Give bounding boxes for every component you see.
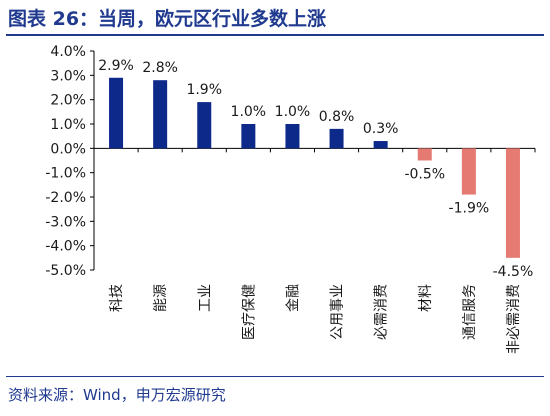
category-label: 公用事业: [330, 284, 346, 340]
category-label: 科技: [109, 284, 125, 312]
category-label: 金融: [285, 284, 301, 312]
y-tick-label: 4.0%: [50, 44, 86, 60]
category-label: 工业: [197, 284, 213, 312]
bar: [417, 148, 432, 161]
y-tick-label: -2.0%: [45, 190, 86, 206]
data-label: -0.5%: [404, 167, 445, 183]
axis-layer: 4.0% 3.0% 2.0% 1.0% 0.0% -1.0% -2.0% -3.0% -4.0%…: [45, 44, 536, 279]
label-layer: 2.9% 科技 2.8% 能源 1.9% 工业 1.0% 医疗保健 1.0% 金融 0.8% 公用事业…: [98, 58, 533, 354]
category-label: 医疗保健: [241, 284, 257, 340]
category-label: 材料: [418, 284, 434, 312]
data-label: 1.9%: [186, 82, 222, 98]
category-label: 通信服务: [462, 284, 478, 340]
data-label: 2.9%: [98, 58, 134, 74]
y-tick-label: -3.0%: [45, 214, 86, 230]
data-label: -1.9%: [449, 201, 490, 217]
y-tick-label: 3.0%: [50, 68, 86, 84]
category-label: 非必需消费: [506, 284, 522, 354]
bar-layer: [109, 77, 520, 258]
bar: [461, 148, 476, 195]
category-label: 必需消费: [374, 284, 390, 340]
y-tick-label: -5.0%: [45, 263, 86, 279]
data-label: 1.0%: [275, 104, 311, 120]
data-label: 2.8%: [142, 60, 178, 76]
title-underline: [6, 34, 544, 36]
bar: [197, 102, 212, 149]
bar: [373, 141, 388, 149]
data-label: -4.5%: [493, 264, 534, 280]
bar: [241, 124, 256, 149]
data-label: 0.8%: [319, 109, 355, 125]
bar: [153, 80, 168, 149]
y-tick-label: 2.0%: [50, 93, 86, 109]
bar: [505, 148, 520, 258]
y-tick-label: 0.0%: [50, 141, 86, 157]
data-label: 0.3%: [363, 121, 399, 137]
footer-divider: [6, 376, 544, 377]
bar: [329, 128, 344, 149]
y-tick-label: 1.0%: [50, 117, 86, 133]
source-note: 资料来源：Wind，申万宏源研究: [8, 386, 226, 404]
chart-title: 图表 26：当周，欧元区行业多数上涨: [8, 8, 327, 30]
y-tick-label: -1.0%: [45, 166, 86, 182]
bar: [285, 124, 300, 149]
bar: [109, 77, 124, 149]
category-label: 能源: [153, 284, 169, 312]
y-tick-label: -4.0%: [45, 239, 86, 255]
data-label: 1.0%: [231, 104, 267, 120]
